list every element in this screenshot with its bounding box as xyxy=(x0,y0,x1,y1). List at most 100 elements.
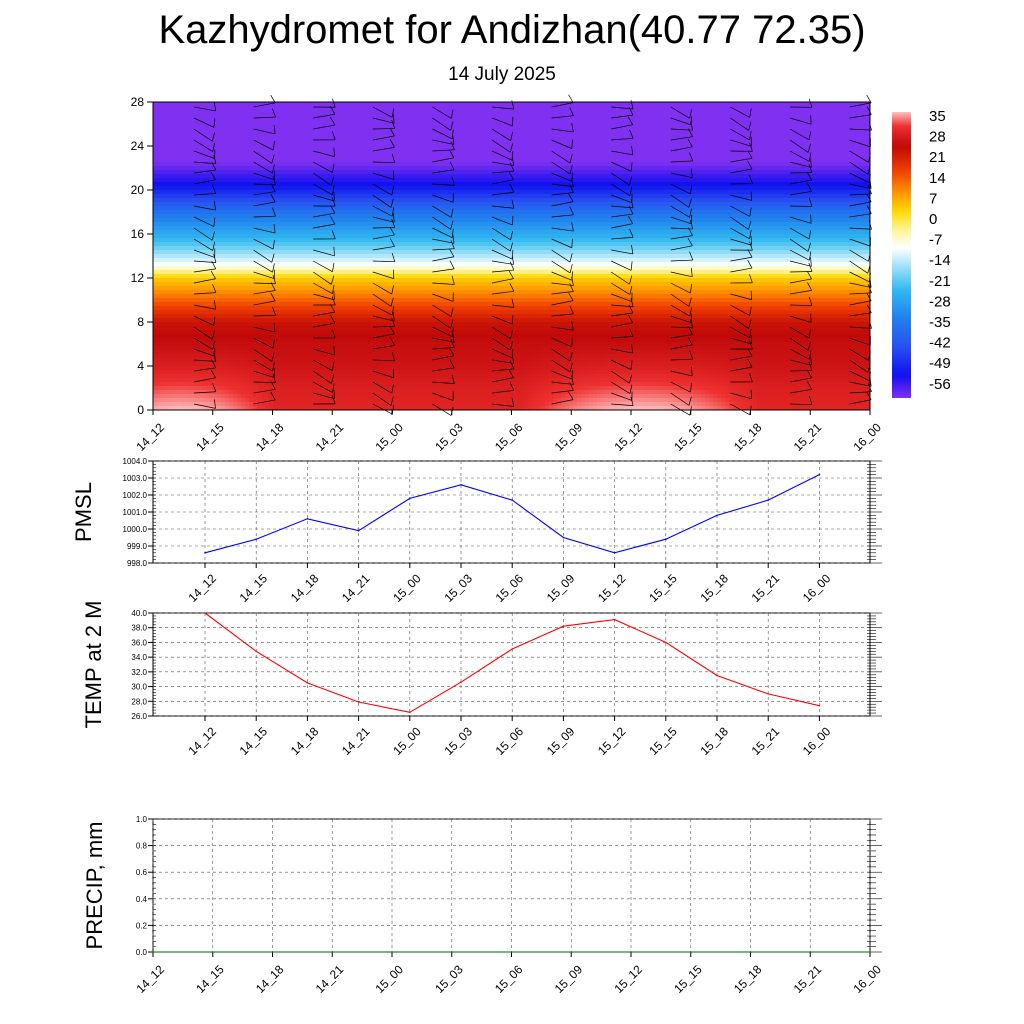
x-tick-label: 15_09 xyxy=(544,571,578,605)
colorbar-label: -7 xyxy=(929,232,942,249)
colorbar-label: 14 xyxy=(929,170,946,187)
x-tick-label: 14_15 xyxy=(237,724,271,758)
x-tick-label: 14_18 xyxy=(253,420,287,454)
x-tick-label: 15_21 xyxy=(749,571,783,605)
x-tick-label: 15_00 xyxy=(390,571,424,605)
y-tick-label: 32.0 xyxy=(131,668,147,677)
x-tick-label: 15_03 xyxy=(441,571,475,605)
data-point xyxy=(716,674,718,677)
x-tick-label: 15_18 xyxy=(697,724,731,758)
data-point xyxy=(716,514,718,517)
x-tick-label: 15_12 xyxy=(595,724,629,758)
data-point xyxy=(391,951,393,953)
y-tick-label: 36.0 xyxy=(131,638,147,647)
data-point xyxy=(357,701,360,703)
y-tick-label: 1.0 xyxy=(136,815,148,824)
data-point xyxy=(409,711,411,714)
y-tick-label: 0.4 xyxy=(136,895,148,904)
y-tick-label: 4 xyxy=(137,359,144,373)
precip-panel: 0.0 0.2 0.4 0.6 0.8 1.0 14_12 14_15 14_18 14_21 15… xyxy=(82,815,884,996)
y-tick-label: 0.0 xyxy=(136,948,148,957)
x-tick-label: 15_09 xyxy=(552,420,586,454)
y-tick-label: 0.2 xyxy=(136,921,148,930)
x-tick-label: 15_06 xyxy=(492,420,526,454)
x-tick-label: 16_00 xyxy=(800,724,834,758)
pmsl-panel: 998.0 999.0 1000.0 1001.0 1002.0 1003.0 1004.0… xyxy=(71,457,882,605)
y-tick-label: 20 xyxy=(131,183,145,197)
x-tick-label: 14_15 xyxy=(193,420,227,454)
x-tick-label: 15_15 xyxy=(646,724,680,758)
chart-title: Kazhydromet for Andizhan(40.77 72.35) xyxy=(158,8,866,52)
x-tick-label: 16_00 xyxy=(850,420,884,454)
x-tick-label: 15_15 xyxy=(671,420,705,454)
x-tick-label: 15_00 xyxy=(372,420,406,454)
x-tick-label: 16_00 xyxy=(800,571,834,605)
data-point xyxy=(450,951,453,953)
y-tick-label: 0 xyxy=(137,403,144,417)
colorbar-label: -42 xyxy=(929,335,951,352)
data-point xyxy=(809,951,812,953)
x-tick-label: 15_12 xyxy=(611,420,645,454)
panel-frame xyxy=(152,612,871,717)
data-point xyxy=(665,641,667,644)
colorbar-legend: 35 28 21 14 7 0 -7 -14 -21 -28 -35 -42 -49 -56 xyxy=(892,108,951,398)
colorbar-label: 35 xyxy=(929,108,946,125)
x-tick-label: 15_09 xyxy=(552,962,586,996)
y-tick-label: 0.6 xyxy=(136,868,148,877)
y-tick-label: 34.0 xyxy=(131,653,147,662)
data-point xyxy=(767,499,769,501)
data-point xyxy=(562,536,565,539)
x-tick-label: 15_18 xyxy=(697,571,731,605)
x-tick-label: 15_06 xyxy=(492,962,526,996)
data-point xyxy=(409,497,411,500)
y-axis-label: PRECIP, mm xyxy=(82,822,107,950)
colorbar-bar xyxy=(892,112,911,398)
temp-2m-panel: 26.0 28.0 30.0 32.0 34.0 36.0 38.0 40.0 14_12 14_… xyxy=(81,601,882,758)
data-point xyxy=(630,951,632,953)
data-point xyxy=(331,951,334,953)
colorbar-label: 21 xyxy=(929,149,946,166)
y-tick-label: 8 xyxy=(137,315,144,329)
x-tick-label: 15_12 xyxy=(595,571,629,605)
y-tick-label: 38.0 xyxy=(131,624,147,633)
data-point xyxy=(204,612,206,614)
chart-subtitle: 14 July 2025 xyxy=(448,64,556,85)
x-tick-label: 15_21 xyxy=(791,420,825,454)
x-tick-label: 15_18 xyxy=(731,962,765,996)
data-point xyxy=(510,951,513,953)
y-tick-label: 26.0 xyxy=(131,712,147,721)
y-tick-label: 40.0 xyxy=(131,609,147,618)
x-tick-label: 15_12 xyxy=(611,962,645,996)
x-tick-label: 14_21 xyxy=(339,724,373,758)
x-tick-label: 14_12 xyxy=(185,571,219,605)
data-point xyxy=(271,951,274,953)
data-point xyxy=(570,951,573,953)
data-point xyxy=(460,484,462,486)
y-axis-label: TEMP at 2 M xyxy=(81,601,106,729)
y-tick-label: 24 xyxy=(131,139,145,153)
colorbar-label: 0 xyxy=(929,211,937,228)
data-point xyxy=(869,951,871,953)
data-point xyxy=(255,538,257,540)
data-point xyxy=(665,538,667,540)
data-point xyxy=(613,618,616,621)
y-tick-label: 28 xyxy=(131,95,145,109)
x-tick-label: 15_03 xyxy=(432,962,466,996)
colorbar-label: -14 xyxy=(929,252,951,269)
y-tick-label: 999.0 xyxy=(127,542,148,551)
x-tick-label: 15_18 xyxy=(731,420,765,454)
y-tick-label: 28.0 xyxy=(131,697,147,706)
colorbar-label: -28 xyxy=(929,293,951,310)
y-tick-label: 12 xyxy=(131,271,145,285)
data-point xyxy=(613,552,616,554)
y-tick-label: 1003.0 xyxy=(123,474,148,483)
data-point xyxy=(689,951,692,953)
data-point xyxy=(204,552,206,554)
colorbar-label: -35 xyxy=(929,314,951,331)
data-point xyxy=(511,648,513,650)
x-tick-label: 16_00 xyxy=(850,962,884,996)
x-tick-label: 15_03 xyxy=(441,724,475,758)
x-tick-label: 15_00 xyxy=(372,962,406,996)
x-tick-label: 15_21 xyxy=(791,962,825,996)
